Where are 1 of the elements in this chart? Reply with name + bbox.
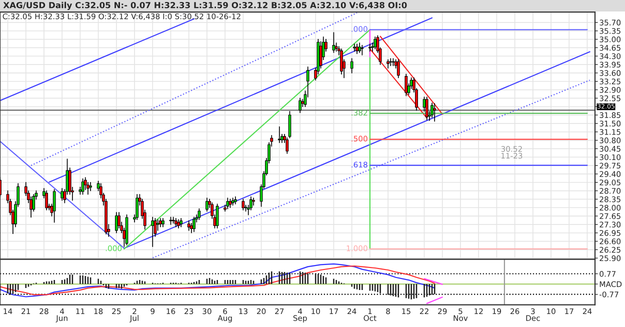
chart-title: XAG/USD Daily C:32.05 N:- 0.07 H:32.33 L:31.59 O:32.12 B:32.05 A:32.10 V:6,438 OI:0 bbox=[3, 2, 407, 10]
